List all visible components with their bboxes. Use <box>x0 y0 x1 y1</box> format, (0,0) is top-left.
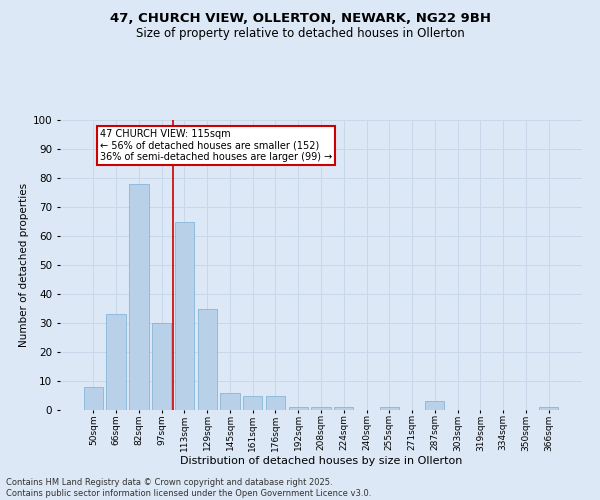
Bar <box>175 222 194 410</box>
Bar <box>425 402 445 410</box>
Text: Contains HM Land Registry data © Crown copyright and database right 2025.
Contai: Contains HM Land Registry data © Crown c… <box>6 478 371 498</box>
Bar <box>539 407 558 410</box>
Bar <box>129 184 149 410</box>
Bar <box>334 407 353 410</box>
Bar <box>106 314 126 410</box>
Text: Size of property relative to detached houses in Ollerton: Size of property relative to detached ho… <box>136 28 464 40</box>
Bar <box>266 396 285 410</box>
Bar <box>197 308 217 410</box>
Text: 47, CHURCH VIEW, OLLERTON, NEWARK, NG22 9BH: 47, CHURCH VIEW, OLLERTON, NEWARK, NG22 … <box>110 12 491 26</box>
Bar <box>289 407 308 410</box>
Bar <box>311 407 331 410</box>
Bar <box>84 387 103 410</box>
Y-axis label: Number of detached properties: Number of detached properties <box>19 183 29 347</box>
Bar <box>220 392 239 410</box>
Bar <box>380 407 399 410</box>
X-axis label: Distribution of detached houses by size in Ollerton: Distribution of detached houses by size … <box>180 456 462 466</box>
Text: 47 CHURCH VIEW: 115sqm
← 56% of detached houses are smaller (152)
36% of semi-de: 47 CHURCH VIEW: 115sqm ← 56% of detached… <box>100 128 332 162</box>
Bar <box>152 323 172 410</box>
Bar <box>243 396 262 410</box>
